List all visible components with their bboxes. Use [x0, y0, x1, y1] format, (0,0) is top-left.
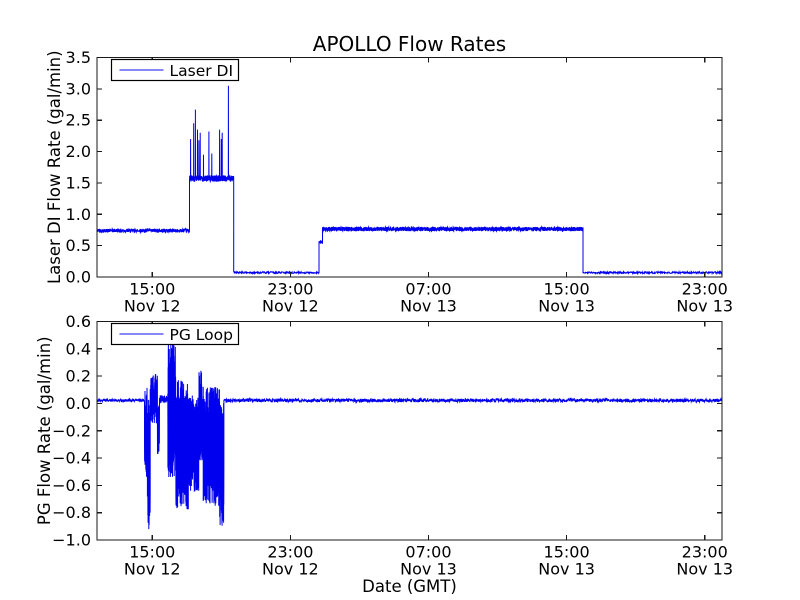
- x-tick-label-date: Nov 13: [400, 297, 457, 316]
- x-tick-label-time: 23:00: [267, 543, 313, 562]
- x-tick-label-time: 23:00: [267, 280, 313, 299]
- y-tick-label: 0.5: [66, 236, 91, 255]
- x-tick-label-date: Nov 13: [676, 560, 733, 579]
- y-tick-label: −0.8: [52, 503, 91, 522]
- figure-title: APOLLO Flow Rates: [313, 32, 506, 56]
- legend-box: [110, 58, 240, 82]
- legend-label: Laser DI: [170, 62, 234, 80]
- laser-di-legend: Laser DI: [110, 58, 240, 82]
- x-tick-label-date: Nov 13: [676, 297, 733, 316]
- x-axis-label: Date (GMT): [362, 577, 457, 596]
- laser-di-y-axis-label: Laser DI Flow Rate (gal/min): [45, 50, 64, 284]
- x-tick-label-date: Nov 13: [538, 560, 595, 579]
- y-tick-label: −0.2: [52, 421, 91, 440]
- y-tick-label: 0.4: [66, 339, 91, 358]
- y-tick-label: 3.5: [66, 48, 91, 67]
- y-tick-label: −1.0: [52, 531, 91, 550]
- laser-di-series-line: [97, 85, 722, 276]
- x-tick-label-time: 15:00: [544, 543, 590, 562]
- x-tick-label-date: Nov 12: [262, 560, 319, 579]
- y-tick-label: 0.6: [66, 312, 91, 331]
- x-tick-label-time: 23:00: [682, 543, 728, 562]
- x-tick-label-time: 07:00: [405, 280, 451, 299]
- y-tick-label: 2.5: [66, 111, 91, 130]
- x-tick-label-date: Nov 13: [400, 560, 457, 579]
- y-tick-label: −0.6: [52, 476, 91, 495]
- laser-di-plot-area: [97, 57, 722, 277]
- y-tick-label: 0.2: [66, 367, 91, 386]
- pg-loop-series-line: [97, 339, 722, 530]
- pg-loop-y-axis-label: PG Flow Rate (gal/min): [35, 336, 54, 525]
- x-tick-label-time: 15:00: [129, 280, 175, 299]
- y-tick-label: 1.5: [66, 173, 91, 192]
- legend-box: [110, 322, 240, 346]
- legend-label: PG Loop: [170, 326, 233, 344]
- pg-loop-legend: PG Loop: [110, 322, 240, 346]
- x-tick-label-date: Nov 13: [538, 297, 595, 316]
- x-tick-label-date: Nov 12: [124, 560, 181, 579]
- x-tick-label-date: Nov 12: [124, 297, 181, 316]
- y-tick-label: 0.0: [66, 394, 91, 413]
- y-tick-label: 2.0: [66, 142, 91, 161]
- y-tick-label: −0.4: [52, 449, 91, 468]
- laser-di-axes-frame: [96, 56, 723, 278]
- x-tick-label-time: 07:00: [405, 543, 451, 562]
- y-tick-label: 1.0: [66, 205, 91, 224]
- x-tick-label-time: 23:00: [682, 280, 728, 299]
- x-tick-label-time: 15:00: [544, 280, 590, 299]
- pg-loop-axes-frame: [96, 320, 723, 541]
- y-tick-label: 3.0: [66, 79, 91, 98]
- x-tick-label-time: 15:00: [129, 543, 175, 562]
- x-tick-label-date: Nov 12: [262, 297, 319, 316]
- y-tick-label: 0.0: [66, 268, 91, 287]
